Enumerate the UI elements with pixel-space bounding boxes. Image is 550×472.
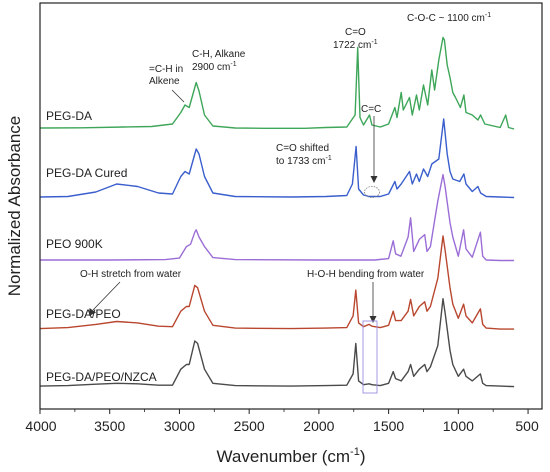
annotation-alkene: =C-H in bbox=[149, 64, 183, 75]
annotation-alkane: C-H, Alkane bbox=[192, 49, 246, 60]
spectrum-line-1 bbox=[39, 36, 515, 130]
y-axis-label: Normalized Absorbance bbox=[5, 116, 24, 296]
annotation-co: C=O bbox=[345, 27, 366, 38]
annotation-oh: O-H stretch from water bbox=[80, 269, 182, 280]
annotation-alkene-line2: Alkene bbox=[149, 76, 180, 87]
series-label-4: PEG-DA/PEO bbox=[46, 307, 121, 321]
arrow-cc-head bbox=[370, 176, 378, 183]
annotation-coc: C-O-C ~ 1100 cm-1 bbox=[407, 12, 491, 24]
annotation-co-shift: C=O shifted bbox=[276, 143, 329, 154]
x-tick-label-2000: 2000 bbox=[303, 418, 334, 434]
annotation-co-wavenumber: 1722 cm-1 bbox=[333, 39, 378, 51]
x-tick-label-3500: 3500 bbox=[94, 418, 125, 434]
spectrum-line-5 bbox=[39, 298, 515, 388]
spectrum-line-4 bbox=[39, 235, 515, 330]
arrow-hoh-head bbox=[369, 316, 377, 323]
annotation-cc: C=C bbox=[361, 104, 381, 115]
arrow-oh-head bbox=[89, 308, 96, 316]
annotation-co-shift-wavenumber: to 1733 cm-1 bbox=[276, 155, 332, 167]
x-tick-label-4000: 4000 bbox=[25, 418, 56, 434]
x-tick-label-1000: 1000 bbox=[443, 418, 474, 434]
series-label-3: PEO 900K bbox=[46, 237, 103, 251]
annotations: =C-H in Alkene C-H, Alkane 2900 cm-1 C=O… bbox=[80, 12, 491, 394]
plot-frame bbox=[39, 2, 543, 410]
x-tick-label-500: 500 bbox=[515, 418, 539, 434]
hoh-highlight-box bbox=[362, 320, 378, 394]
annotation-hoh: H-O-H bending from water bbox=[307, 269, 425, 280]
annotation-alkane-wavenumber: 2900 cm-1 bbox=[192, 61, 237, 73]
cc-highlight-circle bbox=[364, 186, 380, 198]
x-axis-ticks: 4000 3500 3000 2500 2000 1500 1000 500 bbox=[25, 409, 539, 434]
spectrum-line-3 bbox=[40, 173, 515, 262]
x-tick-label-3000: 3000 bbox=[164, 418, 195, 434]
x-axis-label: Wavenumber (cm-1) bbox=[217, 446, 366, 466]
series-label-2: PEG-DA Cured bbox=[46, 166, 127, 180]
series-label-1: PEG-DA bbox=[46, 109, 92, 123]
arrow-alkene bbox=[171, 89, 185, 103]
series-label-5: PEG-DA/PEO/NZCA bbox=[46, 370, 157, 384]
series-layer bbox=[39, 36, 515, 388]
arrow-oh bbox=[92, 281, 121, 311]
spectrum-line-2 bbox=[39, 118, 515, 199]
series-labels: PEG-DA PEG-DA Cured PEO 900K PEG-DA/PEO PEG-… bbox=[46, 109, 157, 384]
x-tick-label-2500: 2500 bbox=[234, 418, 265, 434]
x-tick-label-1500: 1500 bbox=[373, 418, 404, 434]
